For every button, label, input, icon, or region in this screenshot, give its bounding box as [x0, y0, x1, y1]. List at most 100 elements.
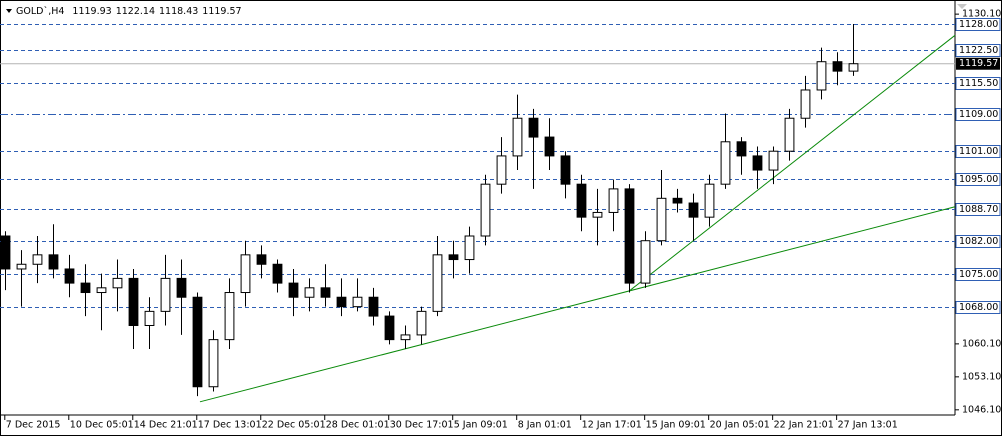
candle-body — [816, 61, 827, 91]
candle-body — [416, 310, 427, 336]
level-label-box — [955, 44, 1001, 57]
candle-body — [160, 277, 171, 312]
level-label-box — [955, 145, 1001, 158]
candle-body — [608, 188, 619, 213]
candle-body — [176, 277, 187, 298]
candle-body — [48, 254, 59, 270]
x-tick-label: 8 Jan 01:01 — [518, 420, 572, 431]
candle-body — [64, 268, 75, 284]
candle-body — [768, 150, 779, 171]
candle-body — [224, 292, 235, 341]
x-tick-label: 7 Dec 2015 — [6, 420, 61, 431]
x-tick-label: 14 Dec 21:01 — [134, 420, 198, 431]
candle-body — [848, 63, 859, 72]
menu-arrow — [6, 9, 12, 13]
level-label-box — [955, 268, 1001, 281]
candle-body — [272, 263, 283, 284]
symbol: GOLD`,H4 — [16, 6, 64, 17]
candle-body — [592, 211, 603, 218]
chart-header: GOLD`,H4 1119.93 1122.14 1118.43 1119.57 — [16, 6, 242, 17]
candle-body — [480, 183, 491, 237]
header-value: 1119.93 — [72, 6, 111, 17]
candle-body — [512, 117, 523, 157]
x-tick-label: 27 Jan 13:01 — [838, 420, 898, 431]
level-label: 1115.50 — [959, 78, 998, 89]
candle-body — [704, 183, 715, 218]
x-tick-label: 12 Jan 17:01 — [582, 420, 642, 431]
header-value: 1122.14 — [116, 6, 155, 17]
candle-body — [304, 287, 315, 298]
level-label-box — [955, 18, 1001, 31]
candle-body — [192, 296, 203, 388]
level-label-box — [955, 235, 1001, 248]
candle-body — [320, 287, 331, 298]
candle-body — [400, 334, 411, 341]
x-tick-label: 15 Jan 09:01 — [646, 420, 706, 431]
candle-body — [112, 277, 123, 289]
candle-body — [240, 254, 251, 294]
candle-body — [656, 197, 667, 242]
candle-body — [832, 61, 843, 72]
current-price-box — [956, 57, 1000, 70]
candle-body — [640, 240, 651, 284]
level-label: 1088.70 — [959, 204, 998, 215]
y-tick-label: 1060.10 — [962, 338, 1001, 349]
candle-body — [576, 183, 587, 218]
candle-body — [288, 282, 299, 298]
level-label: 1095.00 — [959, 174, 998, 185]
y-tick-label: 1053.10 — [962, 371, 1001, 382]
candle-body — [464, 235, 475, 261]
trendline — [199, 206, 956, 403]
candle-body — [496, 155, 507, 185]
trendline — [629, 34, 956, 291]
candle-body — [752, 155, 763, 171]
candle-body — [208, 339, 219, 388]
current-price-label: 1119.57 — [959, 58, 998, 69]
level-label-box — [955, 301, 1001, 314]
candle-body — [432, 254, 443, 312]
level-label: 1101.00 — [959, 146, 998, 157]
candle-body — [16, 263, 27, 270]
x-tick-label: 22 Jan 21:01 — [774, 420, 834, 431]
shift-marker — [957, 4, 967, 9]
candle-body — [128, 277, 139, 326]
level-label-box — [955, 173, 1001, 186]
candle-body — [800, 89, 811, 119]
candle-body — [688, 202, 699, 218]
candle-body — [672, 197, 683, 204]
candle-body — [352, 296, 363, 308]
candle-body — [448, 254, 459, 261]
candle-body — [96, 287, 107, 294]
x-tick-label: 10 Dec 05:01 — [70, 420, 134, 431]
x-tick-label: 30 Dec 17:01 — [390, 420, 454, 431]
candle-body — [544, 136, 555, 157]
level-label: 1082.00 — [959, 236, 998, 247]
header-value: 1119.57 — [202, 6, 241, 17]
level-label-box — [955, 203, 1001, 216]
candle-body — [528, 117, 539, 138]
candle-body — [624, 188, 635, 284]
level-label: 1122.50 — [959, 45, 998, 56]
level-label: 1068.00 — [959, 302, 998, 313]
candle-body — [736, 141, 747, 157]
x-tick-label: 20 Jan 05:01 — [710, 420, 770, 431]
candle-body — [384, 315, 395, 341]
candle-body — [784, 117, 795, 152]
candle-body — [560, 155, 571, 185]
level-label: 1109.00 — [959, 109, 998, 120]
level-label: 1075.00 — [959, 269, 998, 280]
candle-body — [80, 282, 91, 294]
candle-body — [720, 141, 731, 185]
y-tick-label: 1130.10 — [962, 9, 1001, 20]
level-label-box — [955, 108, 1001, 121]
level-label-box — [955, 77, 1001, 90]
x-tick-label: 5 Jan 09:01 — [454, 420, 508, 431]
level-label: 1128.00 — [959, 19, 998, 30]
header-value: 1118.43 — [159, 6, 198, 17]
candle-body — [256, 254, 267, 265]
candle-body — [144, 310, 155, 326]
x-tick-label: 22 Dec 05:01 — [262, 420, 326, 431]
